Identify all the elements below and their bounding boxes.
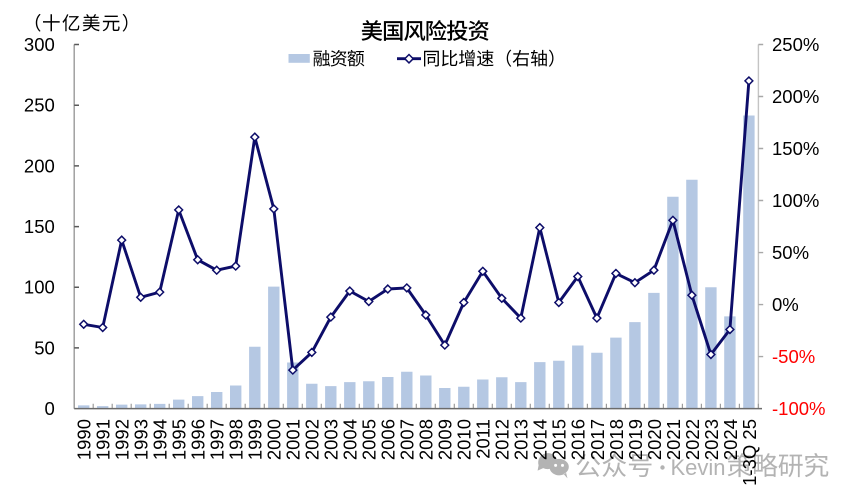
svg-text:300: 300 [24,34,55,55]
svg-text:2016: 2016 [568,419,589,460]
svg-text:1993: 1993 [131,419,152,460]
svg-text:2023: 2023 [701,419,722,460]
svg-text:2013: 2013 [511,419,532,460]
svg-text:1994: 1994 [150,419,171,460]
svg-text:2004: 2004 [340,419,361,460]
svg-text:1995: 1995 [169,419,190,460]
svg-text:1990: 1990 [74,419,95,460]
svg-text:2020: 2020 [644,419,665,460]
svg-text:2000: 2000 [264,419,285,460]
svg-text:2021: 2021 [663,419,684,460]
svg-text:1999: 1999 [245,419,266,460]
svg-text:-100%: -100% [772,398,825,419]
svg-text:2019: 2019 [625,419,646,460]
svg-text:1991: 1991 [93,419,114,460]
svg-text:2024: 2024 [720,419,741,460]
svg-text:2014: 2014 [530,419,551,460]
svg-text:2002: 2002 [302,419,323,460]
svg-text:2010: 2010 [454,419,475,460]
svg-text:2005: 2005 [359,419,380,460]
svg-text:2018: 2018 [606,419,627,460]
svg-text:2003: 2003 [321,419,342,460]
svg-text:150%: 150% [772,138,819,159]
svg-text:2022: 2022 [682,419,703,460]
svg-text:0: 0 [45,398,55,419]
svg-text:1992: 1992 [112,419,133,460]
svg-text:-50%: -50% [772,346,815,367]
svg-text:2011: 2011 [473,419,494,459]
svg-text:50: 50 [34,337,55,358]
svg-text:50%: 50% [772,242,809,263]
svg-text:150: 150 [24,216,55,237]
svg-text:100%: 100% [772,190,819,211]
svg-text:2012: 2012 [492,419,513,460]
svg-text:0%: 0% [772,294,799,315]
svg-text:1997: 1997 [207,419,228,460]
svg-text:1-3Q 25: 1-3Q 25 [739,419,760,486]
svg-text:200%: 200% [772,86,819,107]
svg-text:200: 200 [24,155,55,176]
svg-text:2006: 2006 [378,419,399,460]
svg-text:Kevin: Kevin [671,455,726,480]
svg-text:2009: 2009 [435,419,456,460]
svg-text:2001: 2001 [283,419,304,460]
svg-text:1998: 1998 [226,419,247,460]
svg-text:2017: 2017 [587,419,608,460]
svg-text:1996: 1996 [188,419,209,460]
svg-text:2007: 2007 [397,419,418,460]
svg-text:2008: 2008 [416,419,437,460]
svg-text:2015: 2015 [549,419,570,460]
svg-text:250: 250 [24,95,55,116]
svg-text:100: 100 [24,277,55,298]
svg-text:250%: 250% [772,34,819,55]
